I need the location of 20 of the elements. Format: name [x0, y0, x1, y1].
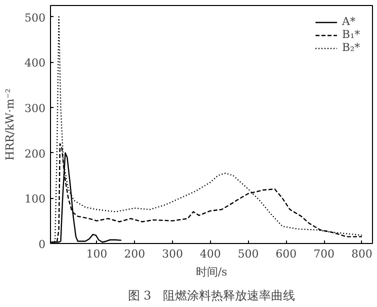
- legend-label: B₂*: [342, 41, 361, 54]
- x-tick-label: 500: [238, 248, 259, 260]
- x-tick-label: 400: [200, 248, 221, 260]
- y-axis-title: HRR/kW·m⁻²: [4, 88, 17, 160]
- x-tick-label: 800: [351, 248, 372, 260]
- caption: 图 3 阻燃涂料热释放速率曲线: [128, 288, 296, 302]
- y-tick-label: 100: [24, 192, 46, 206]
- legend-label: A*: [342, 15, 356, 28]
- x-tick-label: 300: [162, 248, 183, 260]
- y-tick-label: 300: [24, 102, 46, 115]
- x-axis-title: 时间/s: [196, 266, 228, 278]
- y-tick-label: 400: [24, 56, 46, 70]
- y-tick-label: 200: [24, 147, 46, 160]
- x-tick-label: 700: [314, 248, 335, 260]
- y-tick-label: 0: [38, 238, 46, 251]
- x-tick-label: 200: [124, 248, 146, 260]
- x-tick-label: 600: [276, 248, 297, 260]
- legend-label: B₁*: [342, 28, 361, 41]
- y-tick-label: 500: [24, 11, 46, 24]
- x-tick-label: 100: [86, 248, 108, 260]
